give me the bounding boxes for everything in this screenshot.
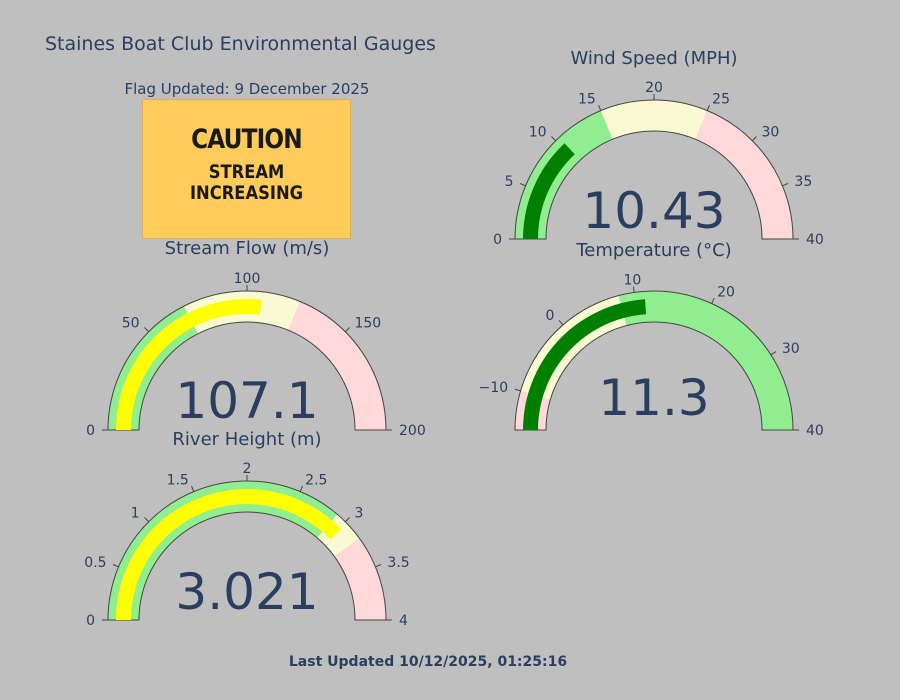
- gauge-temp-outline: [514, 290, 794, 431]
- gauge-height-tick-5: [299, 485, 303, 492]
- gauge-wind-tick-7: [782, 183, 789, 187]
- gauge-temp-tick-label-0: −10: [479, 380, 509, 396]
- gauge-wind-tick-3: [598, 104, 602, 111]
- gauge-temp-tick-label-1: 0: [546, 308, 555, 324]
- gauge-flow-outline: [107, 290, 387, 431]
- gauge-temp-tick-1: [558, 320, 564, 326]
- gauge-wind-tick-label-4: 20: [645, 80, 663, 96]
- gauge-height-tick-label-1: 0.5: [84, 555, 106, 571]
- gauge-height-title: River Height (m): [172, 429, 321, 450]
- gauge-flow-value: 107.1: [175, 372, 318, 430]
- gauge-wind-tick-6: [751, 136, 757, 142]
- flag-title: CAUTION: [191, 124, 303, 155]
- gauge-height-tick-label-8: 4: [399, 613, 408, 629]
- gauge-height-tick-7: [375, 564, 382, 568]
- gauge-temp-value: 11.3: [598, 369, 709, 427]
- gauge-wind-value: 10.43: [582, 182, 725, 240]
- gauge-flow: Stream Flow (m/s) 0 50 100 150 200 107.1: [86, 238, 426, 439]
- gauge-temp-tick-label-3: 20: [717, 285, 735, 301]
- gauge-flow-tick-label-0: 0: [86, 423, 95, 439]
- gauge-height-band-0: [108, 480, 338, 620]
- gauge-temp-tick-2: [632, 286, 635, 293]
- gauge-wind-tick-label-0: 0: [493, 232, 502, 248]
- gauge-height-tick-6: [344, 517, 350, 523]
- gauge-flow-title: Stream Flow (m/s): [165, 238, 330, 259]
- gauge-flow-band-2: [288, 301, 386, 430]
- gauge-flow-tick-1: [144, 327, 150, 333]
- gauge-wind-tick-label-5: 25: [712, 92, 730, 108]
- gauge-wind-tick-1: [519, 183, 526, 187]
- gauge-height: River Height (m) 0 0.5 1 1.5 2 2.5 3 3.5 4 3.021: [84, 429, 409, 629]
- gauge-wind-tick-label-1: 5: [505, 174, 514, 190]
- gauge-flow-tick-3: [344, 327, 350, 333]
- gauge-height-outline: [107, 480, 387, 621]
- gauge-wind-title: Wind Speed (MPH): [570, 48, 737, 69]
- gauge-height-tick-label-2: 1: [131, 506, 140, 522]
- gauge-wind-tick-5: [706, 104, 710, 111]
- gauge-height-band-1: [317, 514, 360, 557]
- gauge-wind-outline: [514, 99, 794, 240]
- gauge-wind: Wind Speed (MPH) 0 5 10 15 20 25 30 35 40 10.43: [493, 48, 824, 248]
- gauge-height-tick-label-0: 0: [86, 613, 95, 629]
- last-updated-text: Last Updated 10/12/2025, 01:25:16: [289, 654, 567, 670]
- gauge-temp-tick-label-5: 40: [806, 423, 824, 439]
- gauge-wind-tick-label-2: 10: [529, 125, 547, 141]
- gauge-flow-tick-label-2: 100: [234, 271, 261, 287]
- gauge-wind-band-2: [695, 110, 793, 239]
- gauge-height-tick-label-7: 3.5: [387, 555, 409, 571]
- gauge-flow-tick-label-1: 50: [122, 316, 140, 332]
- caution-flag: CAUTION STREAM INCREASING: [142, 99, 351, 239]
- gauge-height-tick-label-5: 2.5: [305, 473, 327, 489]
- gauge-flow-value-bar: [116, 299, 262, 430]
- gauge-height-tick-label-4: 2: [243, 461, 252, 477]
- page-title: Staines Boat Club Environmental Gauges: [45, 33, 436, 55]
- gauge-temp-tick-0: [514, 388, 521, 392]
- gauge-temp-tick-label-4: 30: [782, 341, 800, 357]
- gauge-height-tick-2: [144, 517, 150, 523]
- gauge-temp-tick-label-2: 10: [623, 273, 641, 289]
- gauge-flow-tick-label-3: 150: [354, 316, 381, 332]
- gauge-wind-tick-label-8: 40: [806, 232, 824, 248]
- flag-subtitle: STREAM INCREASING: [157, 162, 335, 204]
- gauge-wind-tick-label-7: 35: [794, 174, 812, 190]
- flag-line-2: INCREASING: [189, 182, 304, 204]
- flag-updated-text: Flag Updated: 9 December 2025: [125, 80, 370, 98]
- gauge-wind-tick-label-3: 15: [578, 92, 596, 108]
- gauge-wind-band-1: [600, 100, 708, 140]
- gauge-temp-tick-4: [770, 351, 777, 356]
- gauge-height-value: 3.021: [175, 563, 318, 621]
- gauge-height-value-bar: [116, 488, 342, 620]
- gauge-wind-value-bar: [523, 143, 575, 239]
- gauge-wind-tick-label-6: 30: [761, 125, 779, 141]
- gauge-temp: Temperature (°C) −10 0 10 20 30 40 11.3: [479, 240, 824, 439]
- gauge-temp-value-bar: [523, 299, 647, 430]
- gauge-height-tick-label-6: 3: [354, 506, 363, 522]
- gauge-height-tick-3: [191, 485, 195, 492]
- gauge-group: Wind Speed (MPH)051015202530354010.43Str…: [84, 48, 824, 629]
- gauge-temp-title: Temperature (°C): [575, 240, 731, 261]
- gauge-temp-tick-3: [711, 297, 715, 304]
- gauge-wind-tick-2: [551, 136, 557, 142]
- gauge-height-band-2: [334, 538, 386, 620]
- gauge-height-tick-label-3: 1.5: [167, 473, 189, 489]
- gauge-flow-tick-label-4: 200: [399, 423, 426, 439]
- gauge-height-tick-1: [112, 564, 119, 568]
- flag-line-1: STREAM: [208, 161, 285, 183]
